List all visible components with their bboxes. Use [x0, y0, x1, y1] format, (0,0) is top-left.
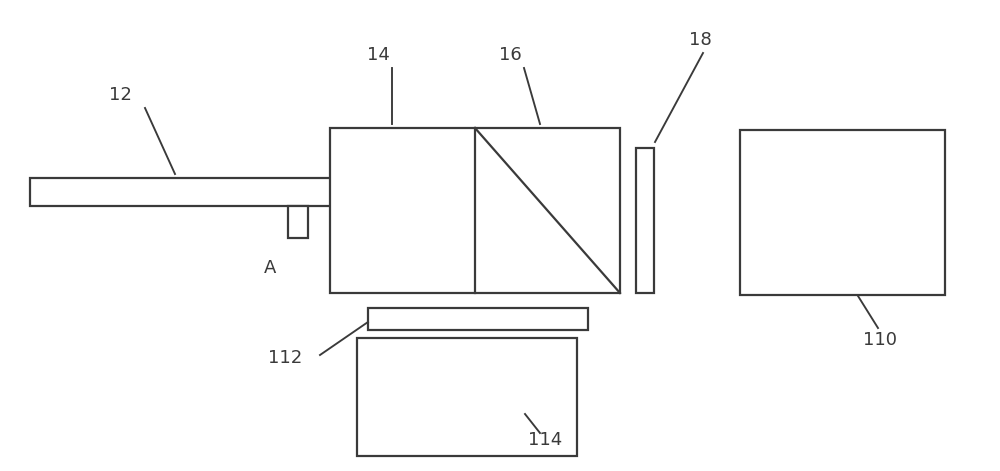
Bar	[740, 130, 945, 295]
Text: 18: 18	[689, 31, 711, 49]
Bar	[357, 338, 577, 456]
Bar	[30, 178, 335, 206]
Text: 16: 16	[499, 46, 521, 64]
Text: 114: 114	[528, 431, 562, 449]
Bar	[636, 148, 654, 293]
Text: 110: 110	[863, 331, 897, 349]
Text: 12: 12	[109, 86, 131, 104]
Text: A: A	[264, 259, 276, 277]
Bar	[288, 206, 308, 238]
Bar	[330, 128, 620, 293]
Text: 112: 112	[268, 349, 302, 367]
Bar	[368, 308, 588, 330]
Text: 14: 14	[367, 46, 389, 64]
